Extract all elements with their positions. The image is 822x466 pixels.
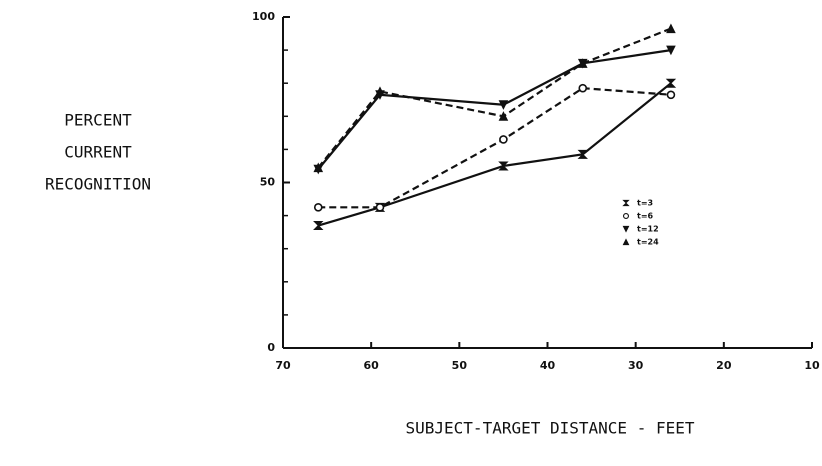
marker [498,100,509,110]
marker [313,203,323,212]
marker [499,135,508,144]
legend-label: t=24 [637,238,659,247]
legend-marker [622,238,630,246]
y-tick-label: 100 [252,10,275,23]
legend-marker [622,225,630,233]
marker [665,78,677,88]
y-tick-label: 50 [260,176,276,189]
legend-label: t=12 [637,225,659,234]
legend-item: t=24 [622,238,659,247]
marker [498,161,509,171]
x-tick-label: 60 [364,359,380,372]
legend-marker [622,199,630,207]
legend-marker [622,212,630,220]
marker [375,203,385,212]
y-axis-label-line: PERCENT [64,111,132,130]
x-tick-label: 50 [452,359,468,372]
legend-label: t=3 [637,199,653,208]
x-tick-label: 70 [275,359,291,372]
marker [498,111,509,121]
legend-label: t=6 [637,212,654,221]
marker [666,90,676,100]
series [313,45,676,175]
y-tick-label: 0 [267,341,275,354]
y-axis-label: PERCENT CURRENT RECOGNITION [45,111,151,194]
series-line [317,49,672,170]
series-line [317,27,672,169]
series [313,83,676,212]
marker [313,221,324,231]
marker [577,58,588,68]
marker [375,86,385,96]
marker [666,45,676,56]
x-tick-label: 20 [716,359,732,372]
marker [577,149,588,159]
marker [578,83,588,93]
marker [313,162,324,173]
x-axis-label: SUBJECT-TARGET DISTANCE - FEET [406,419,695,438]
y-axis-label-line: RECOGNITION [45,175,151,194]
y-axis-label-line: CURRENT [64,143,132,162]
series [313,23,676,173]
x-tick-label: 10 [804,359,820,372]
x-tick-label: 30 [628,359,644,372]
legend-item: t=3 [622,199,653,208]
marker [666,23,676,34]
x-tick-label: 40 [540,359,556,372]
legend-item: t=12 [622,225,659,234]
legend-item: t=6 [622,212,654,221]
